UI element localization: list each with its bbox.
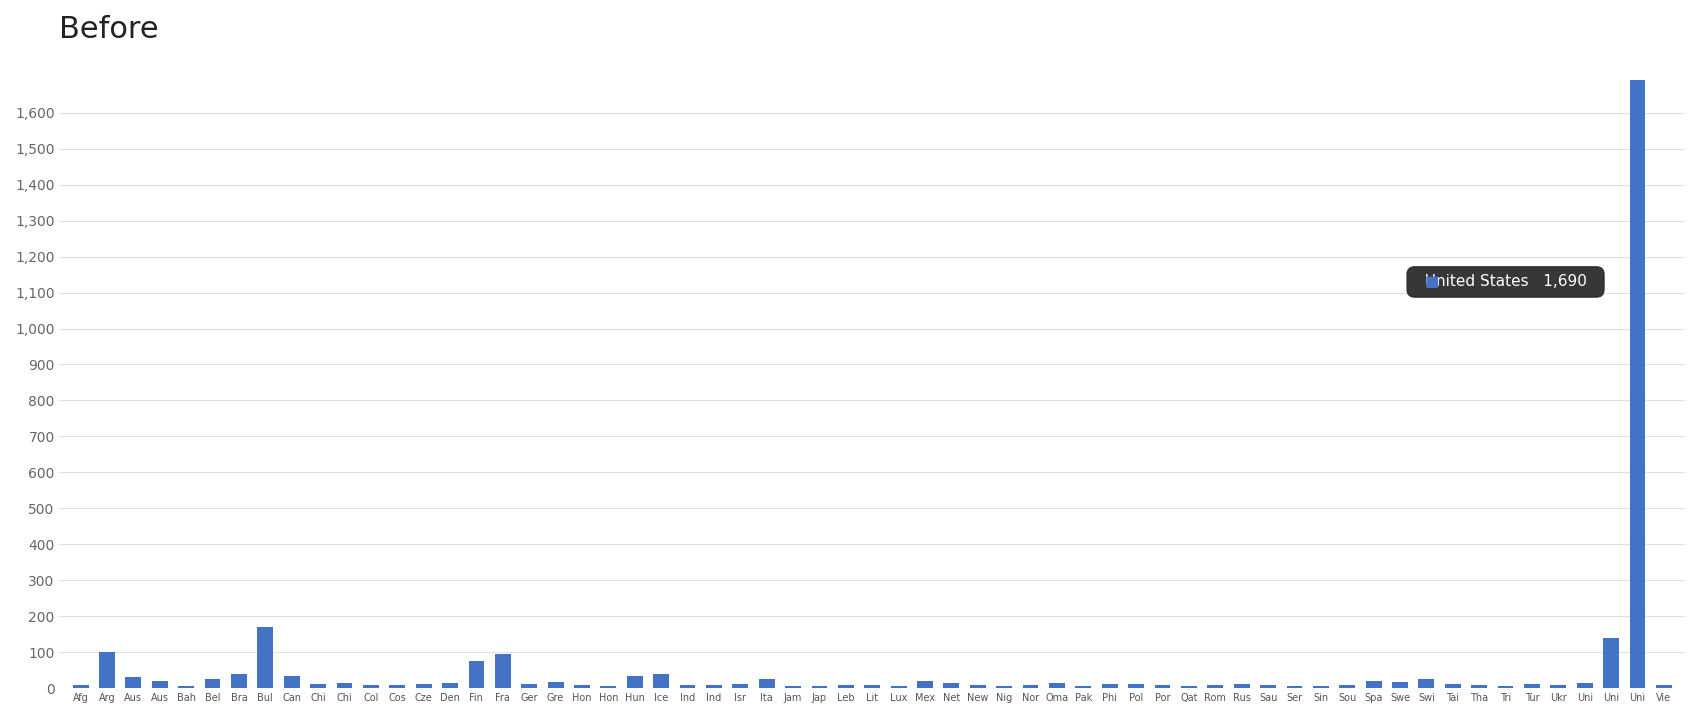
Bar <box>1578 683 1593 688</box>
Bar <box>864 684 881 688</box>
Bar <box>389 685 405 688</box>
Bar <box>1550 685 1566 688</box>
Bar <box>1392 681 1408 688</box>
Bar <box>916 681 933 688</box>
Bar <box>1418 679 1435 688</box>
Bar <box>231 673 246 688</box>
Bar <box>1182 686 1197 688</box>
Bar <box>204 679 221 688</box>
Bar <box>547 681 563 688</box>
Bar <box>1498 686 1513 688</box>
Bar <box>1365 681 1382 688</box>
Bar <box>838 685 853 688</box>
Bar <box>1656 685 1671 688</box>
Text: Before: Before <box>60 15 160 44</box>
Bar <box>600 686 617 688</box>
Bar <box>1340 685 1355 688</box>
Bar <box>1445 684 1460 688</box>
Bar <box>1154 685 1170 688</box>
Bar <box>337 683 352 688</box>
Bar <box>653 673 670 688</box>
Bar <box>73 685 88 688</box>
Bar <box>1260 684 1277 688</box>
Bar <box>627 676 643 688</box>
Bar <box>1129 684 1144 688</box>
Bar <box>1312 686 1329 688</box>
Bar <box>495 654 510 688</box>
Bar <box>99 652 116 688</box>
Bar <box>1287 686 1302 688</box>
Bar <box>891 686 906 688</box>
Bar <box>309 684 326 688</box>
Bar <box>1630 80 1646 688</box>
Bar <box>1603 638 1618 688</box>
Bar <box>1049 683 1064 688</box>
Bar <box>680 685 695 688</box>
Bar <box>178 686 194 688</box>
Bar <box>811 686 828 688</box>
Bar <box>126 677 141 688</box>
Bar <box>1234 684 1250 688</box>
Bar <box>151 681 168 688</box>
Bar <box>971 685 986 688</box>
Bar <box>257 627 274 688</box>
Bar <box>1523 684 1540 688</box>
Text: ■: ■ <box>1425 274 1438 289</box>
Bar <box>469 661 484 688</box>
Bar <box>416 684 432 688</box>
Bar <box>1102 684 1117 688</box>
Bar <box>944 683 959 688</box>
Bar <box>575 685 590 688</box>
Bar <box>706 684 722 688</box>
Bar <box>522 684 537 688</box>
Bar <box>1470 684 1488 688</box>
Bar <box>364 684 379 688</box>
Bar <box>442 683 457 688</box>
Bar <box>1023 684 1039 688</box>
Bar <box>1076 686 1091 688</box>
Bar <box>284 676 299 688</box>
Bar <box>996 686 1012 688</box>
Text: United States   1,690: United States 1,690 <box>1414 274 1596 289</box>
Bar <box>785 686 801 688</box>
Bar <box>1207 684 1224 688</box>
Bar <box>758 679 775 688</box>
Bar <box>733 684 748 688</box>
